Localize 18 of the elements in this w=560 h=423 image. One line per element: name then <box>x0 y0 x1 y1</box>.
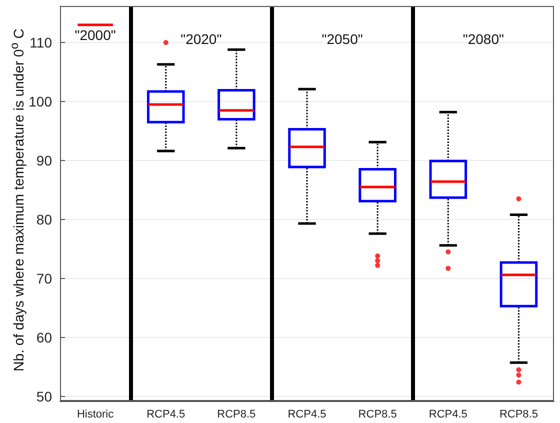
y-tick-label: 60 <box>36 329 52 346</box>
x-tick-label: Historic <box>76 408 114 420</box>
y-tick-label: 110 <box>30 34 52 51</box>
x-tick-label: RCP8.5 <box>499 408 538 420</box>
y-tick-label: 100 <box>28 94 52 110</box>
x-tick-label: RCP4.5 <box>146 408 186 420</box>
annotation: "2000" <box>74 27 117 43</box>
x-tick-label: RCP4.5 <box>288 408 326 420</box>
y-tick-label: 50 <box>36 388 52 404</box>
annotation: "2080" <box>462 31 505 47</box>
x-tick-label: RCP4.5 <box>428 408 468 420</box>
y-tick-label: 90 <box>36 152 52 168</box>
y-tick-label: 80 <box>36 211 52 228</box>
y-tick-label: 70 <box>36 270 52 286</box>
annotation: "2050" <box>320 31 364 47</box>
annotation: "2020" <box>180 31 223 47</box>
x-tick-label: RCP8.5 <box>217 408 256 420</box>
x-tick-label: RCP8.5 <box>358 408 397 420</box>
